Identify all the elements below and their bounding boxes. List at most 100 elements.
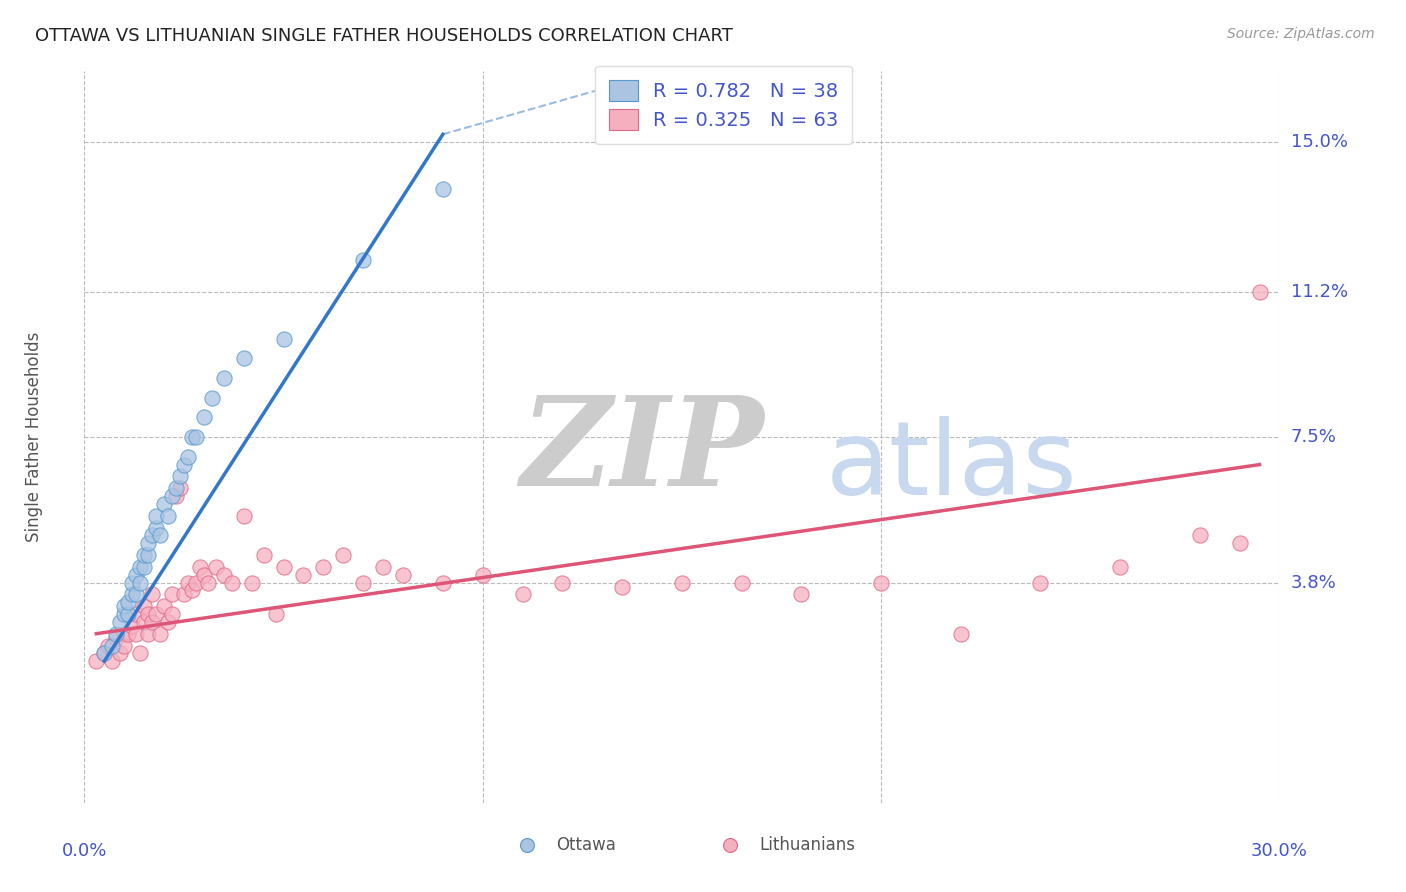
Point <box>157 615 180 629</box>
Point <box>169 481 191 495</box>
Text: 0.0%: 0.0% <box>62 842 107 860</box>
Text: OTTAWA VS LITHUANIAN SINGLE FATHER HOUSEHOLDS CORRELATION CHART: OTTAWA VS LITHUANIAN SINGLE FATHER HOUSE… <box>35 27 733 45</box>
Point <box>205 559 228 574</box>
Point <box>193 410 215 425</box>
Point <box>129 559 152 574</box>
Point <box>136 607 159 621</box>
Point <box>97 639 120 653</box>
Point <box>201 391 224 405</box>
Point <box>273 559 295 574</box>
Point <box>184 430 207 444</box>
Point <box>93 646 115 660</box>
Point <box>105 626 128 640</box>
Point <box>1229 536 1251 550</box>
Point <box>352 575 374 590</box>
Point <box>188 559 211 574</box>
Point <box>160 489 183 503</box>
Point <box>112 607 135 621</box>
Point <box>121 619 143 633</box>
Point <box>949 626 972 640</box>
Point <box>101 639 124 653</box>
Point <box>165 489 187 503</box>
Point <box>157 508 180 523</box>
Point <box>870 575 893 590</box>
Point <box>1188 528 1211 542</box>
Point <box>132 599 156 614</box>
Point <box>153 599 176 614</box>
Point <box>1249 285 1271 299</box>
Point <box>312 559 335 574</box>
Point <box>149 528 172 542</box>
Text: Lithuanians: Lithuanians <box>759 836 856 855</box>
Point <box>169 469 191 483</box>
Point <box>160 587 183 601</box>
Point <box>145 508 167 523</box>
Point <box>193 567 215 582</box>
Point <box>373 559 395 574</box>
Point <box>136 626 159 640</box>
Point <box>181 583 204 598</box>
Point <box>129 575 152 590</box>
Point <box>153 497 176 511</box>
Point <box>145 607 167 621</box>
Point <box>160 607 183 621</box>
Point <box>264 607 287 621</box>
Point <box>551 575 574 590</box>
Point <box>132 548 156 562</box>
Point <box>1029 575 1052 590</box>
Point <box>136 536 159 550</box>
Point <box>432 182 454 196</box>
Point <box>1109 559 1132 574</box>
Text: 30.0%: 30.0% <box>1251 842 1308 860</box>
Text: 7.5%: 7.5% <box>1291 428 1337 446</box>
Point <box>125 567 148 582</box>
Point <box>110 646 132 660</box>
Point <box>125 587 148 601</box>
Point <box>432 575 454 590</box>
Point <box>177 575 200 590</box>
Point <box>121 587 143 601</box>
Point <box>352 253 374 268</box>
Point <box>105 631 128 645</box>
Point <box>332 548 354 562</box>
Point <box>232 351 254 366</box>
Point <box>129 646 152 660</box>
Point <box>471 567 494 582</box>
Point <box>181 430 204 444</box>
Point <box>790 587 813 601</box>
Point <box>121 575 143 590</box>
Point <box>221 575 243 590</box>
Point <box>240 575 263 590</box>
Point <box>177 450 200 464</box>
Point <box>93 646 115 660</box>
Point <box>512 587 534 601</box>
Point <box>145 520 167 534</box>
Text: ZIP: ZIP <box>520 391 765 513</box>
Point <box>149 626 172 640</box>
Point <box>612 580 634 594</box>
Point <box>112 639 135 653</box>
Point <box>112 599 135 614</box>
Point <box>132 559 156 574</box>
Point <box>173 587 195 601</box>
Text: atlas: atlas <box>825 416 1077 516</box>
Text: Single Father Households: Single Father Households <box>25 332 44 542</box>
Point <box>112 626 135 640</box>
Text: Ottawa: Ottawa <box>557 836 616 855</box>
Point <box>136 548 159 562</box>
Point <box>125 607 148 621</box>
Text: 15.0%: 15.0% <box>1291 133 1347 151</box>
Point <box>86 654 108 668</box>
Point <box>117 607 139 621</box>
Point <box>132 615 156 629</box>
Legend: R = 0.782   N = 38, R = 0.325   N = 63: R = 0.782 N = 38, R = 0.325 N = 63 <box>595 66 852 144</box>
Point <box>101 654 124 668</box>
Point <box>165 481 187 495</box>
Point <box>110 615 132 629</box>
Point <box>253 548 276 562</box>
Point <box>141 528 163 542</box>
Point <box>232 508 254 523</box>
Text: 3.8%: 3.8% <box>1291 574 1336 591</box>
Text: 11.2%: 11.2% <box>1291 283 1348 301</box>
Point <box>141 587 163 601</box>
